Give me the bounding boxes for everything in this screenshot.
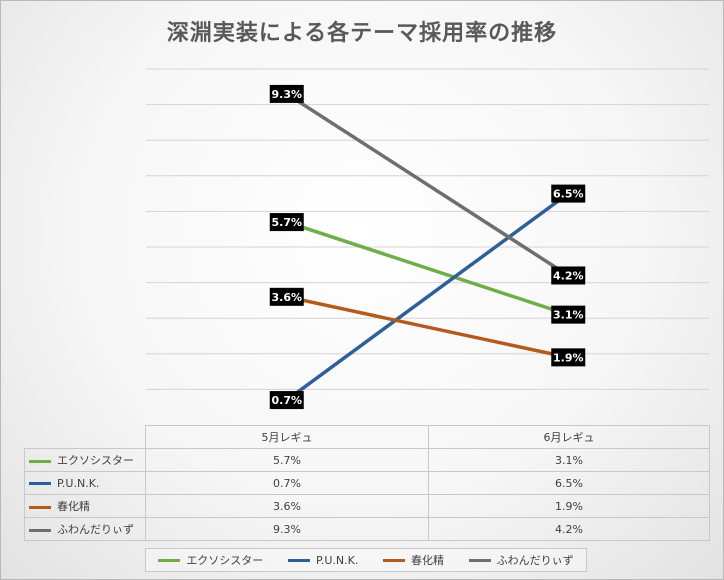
series-line [285, 191, 570, 402]
table-cell: 0.7% [145, 471, 429, 495]
series-line [285, 220, 570, 317]
series-line [285, 92, 570, 278]
legend-label: P.U.N.K. [315, 553, 359, 567]
table-row-header: ふわんだりぃず [24, 517, 146, 541]
series-key-line [29, 528, 51, 532]
data-label: 6.5% [553, 188, 584, 201]
data-label-box [551, 305, 586, 324]
table-row-header: エクソシスター [24, 448, 146, 472]
table-row: ふわんだりぃず 9.3% 4.2% [24, 517, 710, 541]
data-label: 4.2% [553, 269, 584, 282]
table-row: 春化精 3.6% 1.9% [24, 494, 710, 518]
table-row: エクソシスター 5.7% 3.1% [24, 448, 710, 472]
data-table: 5月レギュ 6月レギュ エクソシスター 5.7% 3.1% P.U.N.K. 0… [24, 425, 710, 541]
data-label: 1.9% [553, 351, 584, 364]
series-key-line [29, 505, 51, 509]
table-cell: 3.6% [145, 494, 429, 518]
table-row-header: P.U.N.K. [24, 471, 146, 495]
table-cell: 5.7% [145, 448, 429, 472]
legend-key-line [383, 558, 405, 562]
chart-title: 深淵実装による各テーマ採用率の推移 [166, 21, 558, 46]
legend-label: 春化精 [411, 554, 444, 567]
data-label: 3.6% [271, 291, 302, 304]
table-corner [24, 425, 146, 449]
legend-entry: P.U.N.K. [287, 553, 359, 567]
data-label-box [551, 348, 586, 367]
table-header-row: 5月レギュ 6月レギュ [24, 425, 710, 449]
legend-label: エクソシスター [186, 554, 264, 567]
table-row-header: 春化精 [24, 494, 146, 518]
data-label-box [269, 391, 304, 410]
legend-key-line [158, 558, 181, 562]
series-key-line [29, 482, 51, 485]
data-label-box [551, 266, 586, 285]
series-key-line [29, 459, 51, 463]
legend-key-line [287, 558, 310, 562]
legend-entry: 春化精 [383, 552, 444, 568]
legend-entry: エクソシスター [158, 552, 263, 568]
series-name: 春化精 [57, 500, 90, 513]
table-cell: 6.5% [428, 471, 710, 495]
table-category-header: 5月レギュ [145, 425, 429, 449]
data-label: 3.1% [553, 309, 584, 322]
table-cell: 3.1% [428, 448, 710, 472]
table-cell: 9.3% [145, 517, 429, 541]
legend: エクソシスター P.U.N.K. 春化精 ふわんだりぃず [145, 548, 587, 572]
data-label-box [269, 287, 304, 306]
legend-entry: ふわんだりぃず [468, 552, 574, 568]
series-name: エクソシスター [57, 454, 134, 467]
table-cell: 4.2% [428, 517, 710, 541]
data-label-box [551, 184, 586, 203]
data-label-box [269, 213, 304, 232]
table-cell: 1.9% [428, 494, 710, 518]
legend-label: ふわんだりぃず [496, 554, 574, 567]
series-name: ふわんだりぃず [57, 523, 134, 536]
series-name: P.U.N.K. [57, 476, 100, 490]
data-label: 0.7% [271, 394, 302, 407]
series-line [285, 295, 570, 360]
table-row: P.U.N.K. 0.7% 6.5% [24, 471, 710, 495]
legend-key-line [468, 558, 491, 562]
table-category-header: 6月レギュ [428, 425, 710, 449]
data-label: 9.3% [271, 88, 302, 101]
data-label-box [269, 84, 304, 103]
data-label: 5.7% [271, 216, 302, 229]
